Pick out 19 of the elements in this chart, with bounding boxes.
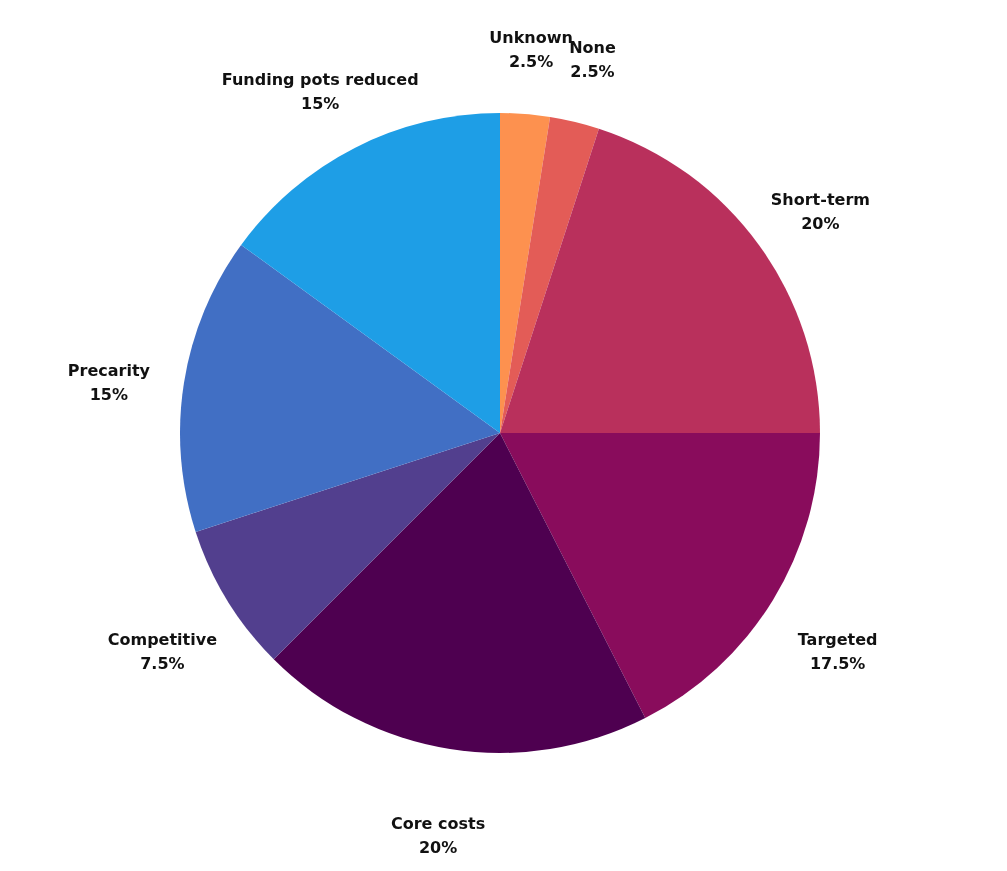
slice-label: Competitive bbox=[107, 629, 218, 649]
pie-slice bbox=[241, 113, 500, 433]
slice-label: Core costs bbox=[390, 814, 486, 834]
data-label: 2.5% bbox=[570, 61, 615, 81]
data-label: 2.5% bbox=[508, 52, 554, 72]
slice-label: Funding pots reduced bbox=[221, 70, 419, 90]
data-label: 20% bbox=[801, 214, 840, 234]
slice-label: Short-term bbox=[770, 190, 870, 210]
pie-slice bbox=[500, 116, 599, 433]
pie-slice bbox=[500, 113, 551, 433]
slice-label: Precarity bbox=[67, 361, 151, 381]
data-label: 15% bbox=[89, 385, 129, 405]
data-label: 15% bbox=[301, 94, 340, 114]
data-label: 7.5% bbox=[140, 653, 185, 673]
pie-slice bbox=[273, 433, 646, 753]
pie-slice bbox=[180, 244, 500, 532]
slice-label: Targeted bbox=[797, 629, 878, 649]
data-label: 17.5% bbox=[809, 653, 866, 673]
data-label: 20% bbox=[418, 838, 458, 858]
